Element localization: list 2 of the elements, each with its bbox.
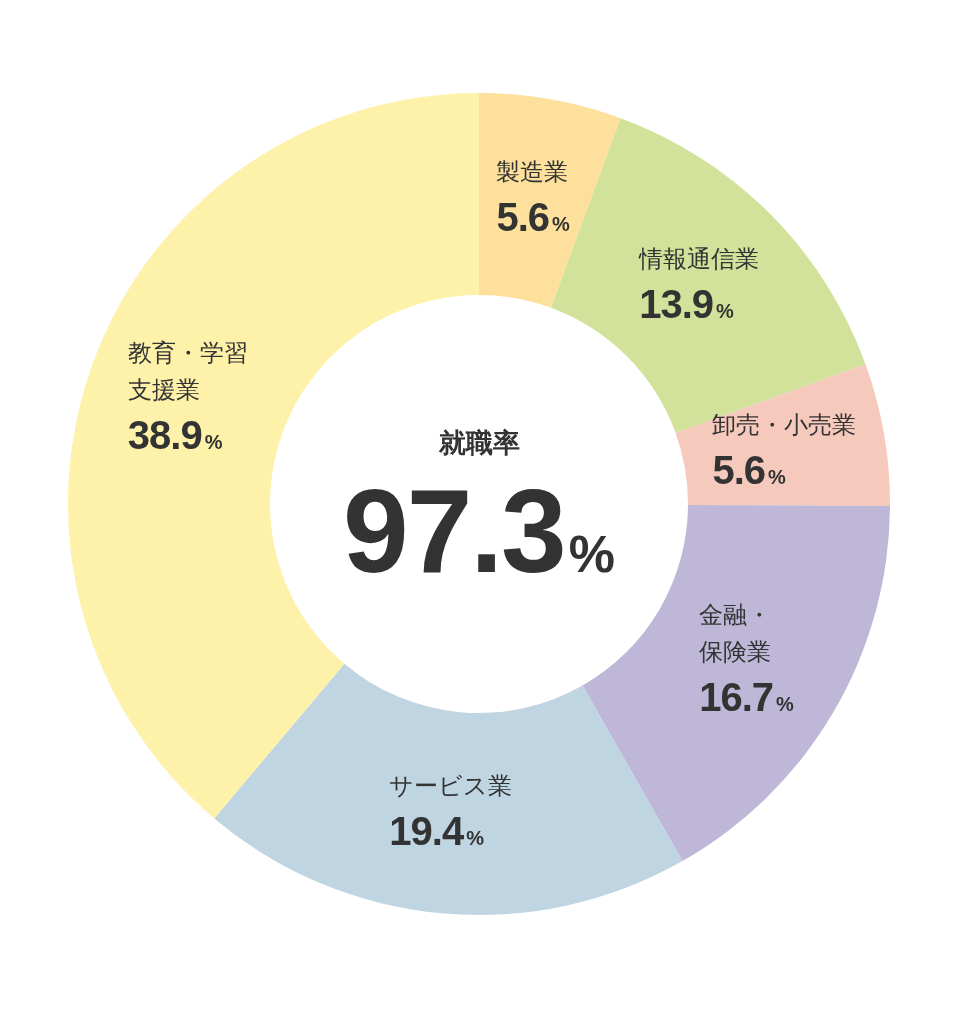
annotation: 97.3% xyxy=(343,465,615,597)
annotation: 就職率 xyxy=(438,428,520,458)
